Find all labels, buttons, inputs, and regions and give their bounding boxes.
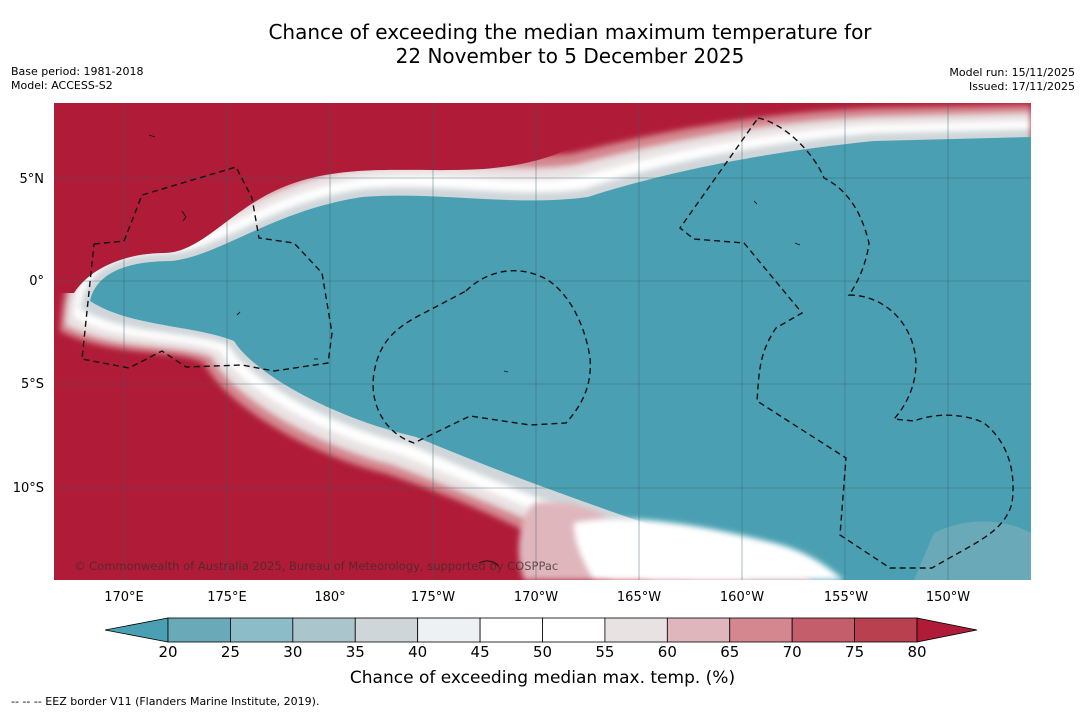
eez-kiribati-phoenix <box>372 270 591 444</box>
colorbar-title: Chance of exceeding median max. temp. (%… <box>349 668 736 688</box>
colorbar-tick-label: 25 <box>220 643 240 661</box>
lon-label-150w: 150°W <box>925 590 971 605</box>
lon-label-175e: 175°E <box>207 590 247 605</box>
colorbar-extend-high <box>916 617 978 643</box>
probability-map <box>54 103 1031 580</box>
eez-kiribati-gilbert <box>81 166 333 372</box>
colorbar-bin <box>791 617 855 643</box>
lon-label-170e: 170°E <box>104 590 144 605</box>
colorbar-bin <box>729 617 793 643</box>
island-2 <box>181 210 187 222</box>
colorbar-extend-low <box>104 617 169 643</box>
colorbar-tick-label: 50 <box>532 643 553 661</box>
colorbar-tick-label: 75 <box>845 643 865 661</box>
graticule <box>54 103 1031 580</box>
lon-label-155w: 155°W <box>823 590 869 605</box>
cool-region <box>90 137 1031 580</box>
eez-legend: -- -- -- EEZ border V11 (Flanders Marine… <box>11 695 320 708</box>
colorbar-bin <box>604 617 668 643</box>
colorbar-tick-label: 35 <box>345 643 365 661</box>
colorbar-bin <box>292 617 356 643</box>
colorbar-bin <box>854 617 918 643</box>
colorbar-tick-label: 60 <box>657 643 677 661</box>
cool-patch-southeast <box>914 521 1031 580</box>
colorbar-tick-label: 45 <box>470 643 490 661</box>
islands <box>148 134 801 568</box>
colorbar-bin <box>417 617 481 643</box>
southern-white-patch <box>574 519 844 580</box>
base-period: Base period: 1981-2018 <box>11 65 144 78</box>
island-6 <box>753 200 758 205</box>
island-3 <box>236 311 241 316</box>
eez-kiribati-line <box>679 117 1014 569</box>
lon-label-160w: 160°W <box>719 590 765 605</box>
island-1 <box>148 134 156 138</box>
title-line-1: Chance of exceeding the median maximum t… <box>268 20 872 44</box>
colorbar-tick-label: 80 <box>907 643 927 661</box>
warm-band-north <box>54 103 614 293</box>
island-8 <box>503 370 509 373</box>
colorbar-bin <box>354 617 419 643</box>
title-line-2: 22 November to 5 December 2025 <box>395 44 745 68</box>
lat-label-0: 0° <box>29 274 44 289</box>
lat-label-5s: 5°S <box>20 377 44 392</box>
colorbar-tick-label: 65 <box>720 643 740 661</box>
eez-borders <box>81 117 1014 569</box>
lon-label-165w: 165°W <box>616 590 662 605</box>
lon-label-180: 180° <box>314 590 346 605</box>
colorbar-tick-label: 40 <box>408 643 428 661</box>
colorbar-bin <box>666 617 731 643</box>
colorbar-tick-label: 70 <box>782 643 802 661</box>
map-title: Chance of exceeding the median maximum t… <box>220 20 920 68</box>
lat-label-5n: 5°N <box>19 172 45 187</box>
colorbar-tick-label: 55 <box>595 643 615 661</box>
lon-label-175w: 175°W <box>410 590 456 605</box>
island-5 <box>794 242 801 246</box>
colorbar-bin <box>230 617 294 643</box>
colorbar-bin <box>542 617 606 643</box>
map-canvas <box>54 103 1031 580</box>
colorbar-bin <box>479 617 543 643</box>
model-run: Model run: 15/11/2025 <box>949 66 1075 79</box>
colorbar <box>104 615 980 645</box>
meta-right: Model run: 15/11/2025 Issued: 17/11/2025 <box>949 66 1075 94</box>
colorbar-tick-label: 30 <box>283 643 303 661</box>
colorbar-graphic <box>104 617 978 643</box>
issued-date: Issued: 17/11/2025 <box>968 80 1075 93</box>
lat-label-10s: 10°S <box>12 481 44 496</box>
colorbar-tick-label: 20 <box>158 643 178 661</box>
colorbar-bin <box>167 617 231 643</box>
lon-label-170w: 170°W <box>513 590 559 605</box>
island-7 <box>478 560 500 568</box>
model-name: Model: ACCESS-S2 <box>11 79 113 92</box>
meta-left: Base period: 1981-2018 Model: ACCESS-S2 <box>11 65 143 93</box>
copyright-notice: © Commonwealth of Australia 2025, Bureau… <box>74 559 559 573</box>
